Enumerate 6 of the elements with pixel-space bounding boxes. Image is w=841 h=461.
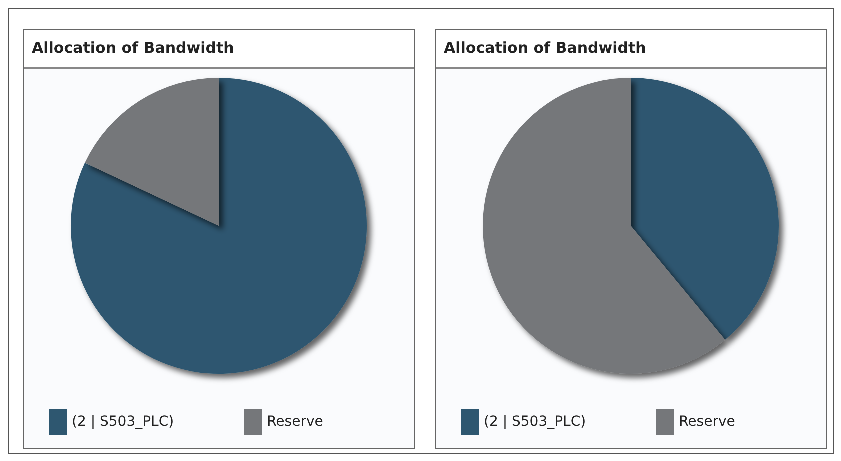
legend-label: Reserve (679, 414, 736, 430)
chart-title: Allocation of Bandwidth (436, 30, 826, 69)
legend-label: Reserve (267, 414, 324, 430)
legend-label: (2 | S503_PLC) (484, 414, 586, 430)
chart-title: Allocation of Bandwidth (24, 30, 414, 69)
legend-label: (2 | S503_PLC) (72, 414, 174, 430)
